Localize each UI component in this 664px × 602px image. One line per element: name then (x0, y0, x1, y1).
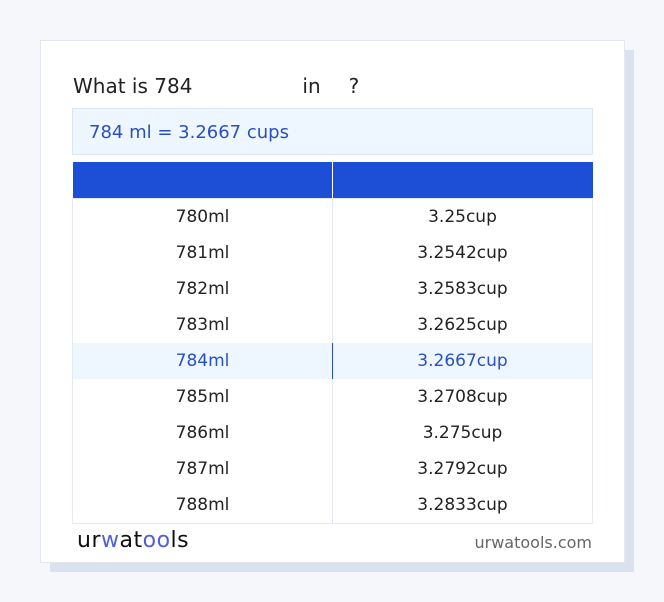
header-ml (72, 162, 333, 199)
cup-value: 3.2583cup (417, 279, 508, 299)
table-row: 783ml 3.2625cup (72, 307, 593, 343)
title-suffix: ? (348, 74, 360, 98)
ml-value: 788ml (72, 487, 333, 524)
table-row: 780ml 3.25cup (72, 198, 593, 235)
ml-value: 780ml (72, 198, 333, 235)
ml-value: 782ml (72, 271, 333, 307)
cup-value: 3.2625cup (417, 315, 508, 335)
urwatools-logo[interactable]: urwatools (77, 528, 190, 553)
result-text: 784 ml = 3.2667 cups (89, 122, 289, 143)
cup-value: 3.2708cup (417, 387, 508, 407)
cup-value: 3.2542cup (417, 243, 508, 263)
table-row: 784ml 3.2667cup (72, 343, 593, 379)
table-row: 787ml 3.2792cup (72, 451, 593, 487)
title-prefix: What is 784 (73, 74, 193, 98)
table-row: 782ml 3.2583cup (72, 271, 593, 307)
ml-value: 783ml (72, 307, 333, 343)
site-link[interactable]: urwatools.com (474, 533, 593, 552)
table-row: 786ml 3.275cup (72, 415, 593, 451)
cup-value: 3.2667cup (332, 343, 593, 379)
converter-card: What is 784 in? 784 ml = 3.2667 cups 780m… (40, 40, 625, 563)
table-row: 781ml 3.2542cup (72, 235, 593, 271)
title-mid: in (302, 74, 321, 98)
header-cup (332, 162, 593, 199)
cup-value: 3.2792cup (417, 459, 508, 479)
cup-value: 3.275cup (422, 423, 503, 443)
ml-value: 786ml (72, 415, 333, 451)
conversion-table: 780ml 3.25cup 781ml 3.2542cup 782ml 3.2583cup… (72, 162, 593, 524)
ml-value: 784ml (72, 343, 333, 379)
result-box: 784 ml = 3.2667 cups (72, 108, 593, 155)
table-row: 788ml 3.2833cup (72, 487, 593, 524)
cup-value: 3.2833cup (417, 495, 508, 515)
ml-value: 781ml (72, 235, 333, 271)
ml-value: 787ml (72, 451, 333, 487)
page-title: What is 784 in? (73, 74, 359, 98)
table-row: 785ml 3.2708cup (72, 379, 593, 415)
cup-value: 3.25cup (428, 207, 497, 227)
ml-value: 785ml (72, 379, 333, 415)
